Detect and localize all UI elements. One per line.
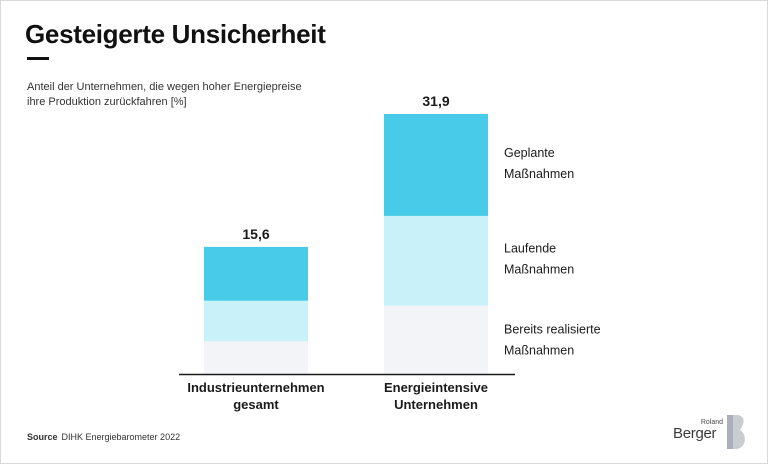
legend-label: Maßnahmen — [504, 263, 574, 277]
subtitle-line: ihre Produktion zurückfahren [%] — [27, 96, 187, 108]
logo-text-big: Berger — [673, 425, 717, 442]
bar-segment — [204, 300, 308, 342]
total-value-label: 31,9 — [422, 93, 449, 109]
category-tick-label: gesamt — [233, 397, 279, 412]
source-note: Source DIHK Energiebarometer 2022 — [27, 432, 180, 442]
legend-label: Bereits realisierte — [504, 323, 601, 337]
bar-segment — [204, 246, 308, 301]
category-tick-label: Industrieunternehmen — [187, 380, 324, 395]
logo-b-mark-icon — [727, 415, 745, 449]
total-value-label: 15,6 — [242, 226, 269, 242]
legend-label: Laufende — [504, 242, 556, 256]
source-text: DIHK Energiebarometer 2022 — [61, 432, 181, 442]
category-tick-label: Energieintensive — [384, 380, 488, 395]
category-tick-label: Unternehmen — [394, 397, 478, 412]
bar-segment — [384, 215, 488, 306]
bar-segment — [384, 114, 488, 216]
chart-subtitle: Anteil der Unternehmen, die wegen hoher … — [27, 80, 347, 110]
legend-label: Geplante — [504, 146, 555, 160]
title-underline — [27, 57, 49, 60]
bar-segment — [204, 341, 308, 374]
logo-text-small: Roland — [700, 419, 723, 426]
subtitle-line: Anteil der Unternehmen, die wegen hoher … — [27, 81, 302, 93]
source-label: Source — [27, 432, 58, 442]
roland-berger-logo: Roland Berger — [669, 413, 749, 453]
legend-label: Maßnahmen — [504, 344, 574, 358]
bar-segment — [384, 305, 488, 374]
legend-label: Maßnahmen — [504, 167, 574, 181]
chart-title: Gesteigerte Unsicherheit — [25, 19, 326, 49]
